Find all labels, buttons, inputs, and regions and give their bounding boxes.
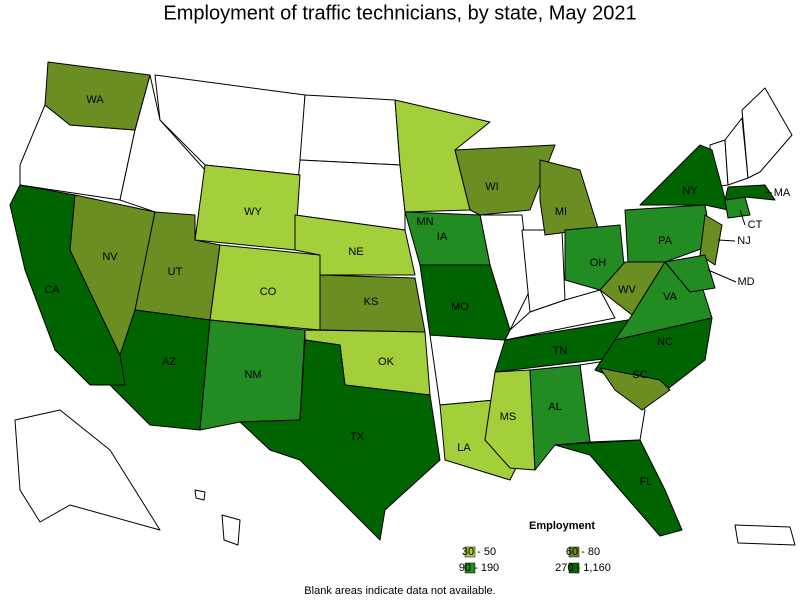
state-label: AZ bbox=[162, 356, 176, 368]
state-label: NC bbox=[657, 336, 673, 348]
state-label: IA bbox=[437, 231, 448, 243]
leader-line bbox=[764, 191, 773, 194]
state-label: MA bbox=[774, 187, 791, 199]
legend-label: 270 - 1,160 bbox=[555, 562, 611, 574]
legend: Employment 30 - 50 60 - 80 90 - 190 270 - 1… bbox=[459, 520, 611, 574]
state-label: NV bbox=[102, 251, 118, 263]
leader-line bbox=[707, 269, 737, 283]
legend-swatch bbox=[464, 562, 476, 574]
state-label: MI bbox=[555, 206, 567, 218]
state bbox=[454, 144, 556, 216]
state-label: CO bbox=[260, 286, 277, 298]
state bbox=[239, 339, 441, 541]
state-label: NM bbox=[244, 369, 261, 381]
leaders bbox=[707, 191, 773, 283]
state-label: NY bbox=[682, 185, 698, 197]
state-label: WV bbox=[618, 284, 636, 296]
state bbox=[529, 364, 591, 471]
state-label: KS bbox=[364, 296, 379, 308]
state-label: CA bbox=[44, 284, 60, 296]
state-label: NE bbox=[348, 246, 363, 258]
state bbox=[419, 264, 511, 341]
state-blank bbox=[194, 489, 206, 501]
state bbox=[599, 367, 671, 411]
state-label: AL bbox=[548, 401, 561, 413]
state-label: MO bbox=[451, 301, 469, 313]
state-label: NJ bbox=[737, 235, 750, 247]
state-label: FL bbox=[640, 476, 653, 488]
state-label: PA bbox=[658, 235, 673, 247]
leader-line bbox=[717, 239, 736, 242]
state bbox=[639, 144, 729, 211]
state-label: LA bbox=[457, 442, 471, 454]
state bbox=[624, 204, 713, 263]
state bbox=[664, 254, 716, 293]
state bbox=[539, 159, 599, 236]
state-label: OK bbox=[378, 356, 395, 368]
legend-swatch bbox=[464, 546, 476, 558]
state-labels: WA CA NV UT AZ WY CO NM NE KS OK TX MN I… bbox=[44, 94, 791, 488]
state-label: VA bbox=[663, 291, 678, 303]
state-label: MS bbox=[500, 411, 517, 423]
map-title: Employment of traffic technicians, by st… bbox=[163, 2, 636, 24]
state-label: WI bbox=[485, 181, 498, 193]
state-label: WY bbox=[244, 206, 262, 218]
state-blank bbox=[521, 229, 566, 313]
legend-label: 30 - 50 bbox=[462, 546, 496, 558]
state-label: TX bbox=[350, 431, 365, 443]
state-label: TN bbox=[553, 345, 568, 357]
state-label: UT bbox=[168, 266, 183, 278]
state bbox=[484, 369, 536, 471]
state-label: MN bbox=[416, 216, 433, 228]
state-blank bbox=[14, 409, 161, 531]
state-label: CT bbox=[748, 219, 763, 231]
legend-title: Employment bbox=[529, 520, 595, 532]
state-label: SC bbox=[632, 369, 647, 381]
legend-swatch bbox=[568, 546, 580, 558]
blank-states bbox=[14, 74, 796, 546]
state-label: OH bbox=[590, 257, 607, 269]
state-blank bbox=[221, 514, 241, 546]
legend-label: 60 - 80 bbox=[566, 546, 600, 558]
state bbox=[554, 439, 683, 537]
leader-line bbox=[739, 209, 746, 226]
state-label: WA bbox=[86, 94, 104, 106]
footnote: Blank areas indicate data not available. bbox=[304, 585, 495, 597]
data-states bbox=[9, 61, 776, 541]
state bbox=[699, 214, 723, 266]
state-blank bbox=[741, 87, 793, 179]
legend-swatch bbox=[568, 562, 580, 574]
state bbox=[44, 61, 151, 131]
legend-label: 90 - 190 bbox=[459, 562, 499, 574]
state-label: MD bbox=[737, 276, 754, 288]
state bbox=[724, 196, 751, 219]
state-blank bbox=[299, 94, 401, 166]
state bbox=[724, 184, 776, 201]
state-blank bbox=[734, 524, 796, 546]
